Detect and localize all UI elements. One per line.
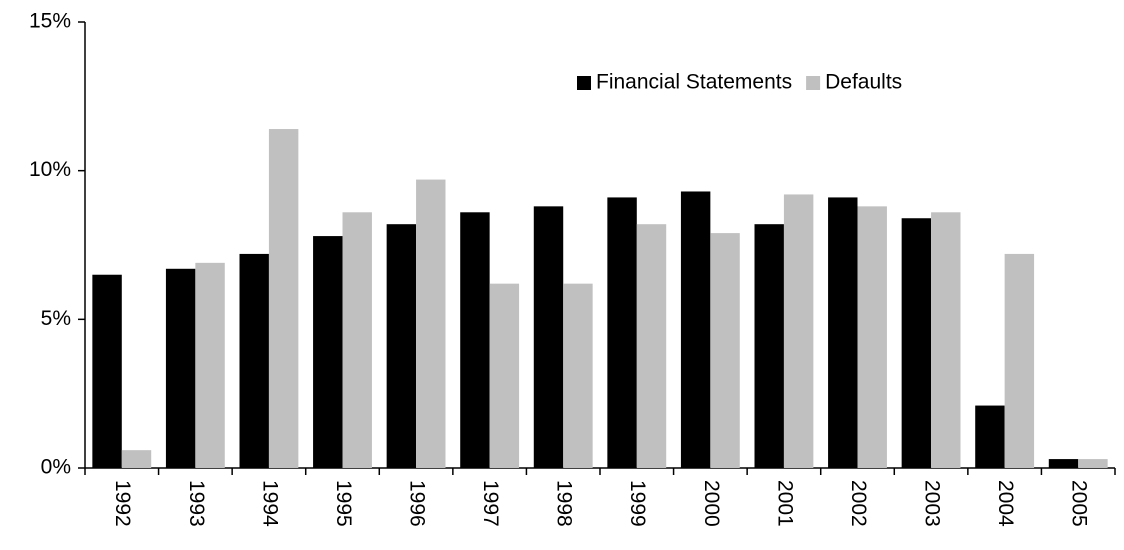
x-tick-label: 2004 xyxy=(994,480,1017,527)
x-tick-label: 1996 xyxy=(406,480,429,527)
legend-swatch xyxy=(577,76,591,90)
x-tick-label: 2001 xyxy=(773,480,796,527)
bar xyxy=(975,405,1005,468)
bar xyxy=(636,224,667,468)
x-tick-label: 1992 xyxy=(111,480,134,527)
bar xyxy=(268,129,299,469)
bar xyxy=(754,224,784,468)
bar xyxy=(533,206,564,468)
x-tick-label: 1998 xyxy=(553,480,576,527)
x-tick-label: 1995 xyxy=(332,480,355,527)
bar xyxy=(92,274,122,468)
legend-label: Defaults xyxy=(825,71,902,94)
bar xyxy=(710,233,740,468)
bar xyxy=(239,253,269,468)
x-tick-label: 2002 xyxy=(847,480,870,527)
bar xyxy=(1004,253,1035,468)
bar xyxy=(1048,459,1079,468)
bar xyxy=(489,283,520,468)
bar xyxy=(460,212,490,468)
bar xyxy=(386,224,417,468)
x-tick-label: 1999 xyxy=(626,480,649,527)
legend-label: Financial Statements xyxy=(596,71,792,94)
x-tick-label: 2005 xyxy=(1068,480,1091,527)
x-tick-label: 1997 xyxy=(479,480,502,527)
x-tick-label: 1994 xyxy=(258,480,281,527)
x-tick-label: 2000 xyxy=(700,480,723,527)
y-tick-label: 15% xyxy=(29,10,71,33)
bar xyxy=(563,283,593,468)
bar xyxy=(931,212,961,468)
bar xyxy=(680,191,711,469)
bar xyxy=(313,236,343,468)
bar xyxy=(121,450,152,468)
bar xyxy=(857,206,887,468)
bar xyxy=(165,268,196,468)
bar xyxy=(901,218,932,468)
bar xyxy=(1078,459,1108,468)
legend-swatch xyxy=(806,76,821,90)
bar xyxy=(607,197,637,468)
bar xyxy=(195,262,225,468)
y-tick-label: 10% xyxy=(29,158,71,181)
y-tick-label: 0% xyxy=(41,456,71,479)
bar xyxy=(783,194,814,468)
x-tick-label: 1993 xyxy=(185,480,208,527)
bar xyxy=(342,212,372,468)
x-tick-label: 2003 xyxy=(921,480,944,527)
y-tick-label: 5% xyxy=(41,307,71,330)
bar xyxy=(416,179,446,468)
bar xyxy=(828,197,858,468)
